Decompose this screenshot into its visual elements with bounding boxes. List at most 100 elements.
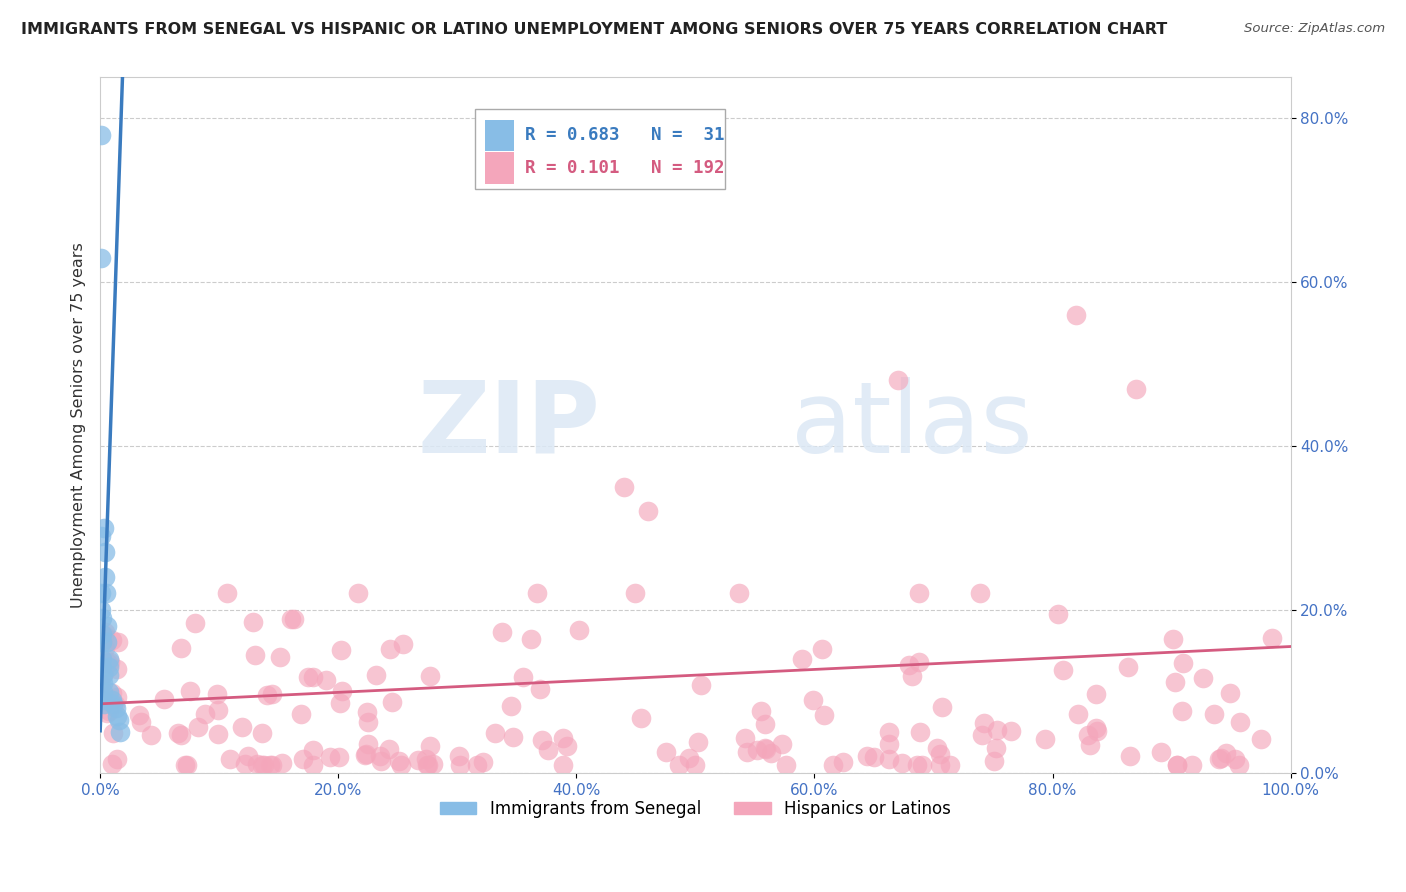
Point (381, 695, 404, 709)
Point (302, 743, 325, 757)
Point (467, 758, 489, 772)
Point (499, 698, 522, 713)
Point (901, 668, 924, 682)
Point (879, 724, 901, 739)
Point (104, 697, 127, 711)
Text: atlas: atlas (790, 377, 1032, 474)
Point (280, 612, 302, 626)
Point (1119, 748, 1142, 763)
Point (624, 586, 647, 600)
Point (366, 668, 388, 682)
Point (1150, 745, 1173, 759)
Point (983, 754, 1005, 768)
Point (242, 615, 264, 629)
Point (1125, 382, 1147, 396)
Point (250, 758, 273, 772)
Point (105, 690, 128, 705)
Point (290, 706, 312, 721)
Text: ZIP: ZIP (418, 377, 600, 474)
Point (686, 735, 709, 749)
Point (91, 660, 114, 674)
Point (449, 758, 471, 772)
Point (90, 586, 112, 600)
Point (110, 725, 132, 739)
Point (637, 504, 659, 518)
Point (419, 669, 441, 683)
Text: Source: ZipAtlas.com: Source: ZipAtlas.com (1244, 22, 1385, 36)
Point (94, 624, 117, 639)
Point (271, 756, 294, 770)
Point (863, 750, 886, 764)
Point (357, 737, 380, 751)
Point (357, 715, 380, 730)
Point (235, 757, 257, 772)
Point (792, 652, 814, 666)
Point (529, 681, 551, 696)
Point (745, 743, 768, 757)
Point (770, 737, 793, 751)
FancyBboxPatch shape (475, 109, 725, 189)
Point (90, 611, 112, 625)
Point (810, 641, 832, 656)
Point (329, 696, 352, 710)
Point (418, 758, 440, 772)
Point (668, 758, 690, 772)
Point (905, 758, 928, 772)
Point (754, 740, 776, 755)
Point (1161, 632, 1184, 647)
Point (1166, 758, 1188, 772)
Point (928, 747, 950, 761)
Point (356, 706, 378, 720)
Point (1192, 671, 1215, 685)
Point (100, 692, 122, 706)
Point (107, 635, 129, 649)
Point (98, 668, 121, 682)
Point (283, 612, 305, 626)
Point (250, 726, 273, 740)
Point (389, 758, 412, 772)
Point (97, 656, 120, 670)
Point (491, 625, 513, 640)
Point (91, 668, 114, 682)
Point (302, 758, 325, 772)
Point (370, 754, 392, 768)
Text: R = 0.101   N = 192: R = 0.101 N = 192 (524, 159, 724, 177)
Point (297, 670, 319, 684)
Point (754, 742, 776, 756)
Point (91, 684, 114, 698)
Point (754, 717, 776, 731)
Point (735, 745, 758, 759)
Point (167, 726, 190, 740)
Point (907, 655, 929, 669)
Point (219, 752, 242, 766)
Point (910, 758, 932, 772)
Point (520, 632, 543, 646)
Point (1078, 739, 1101, 753)
Point (512, 670, 534, 684)
Point (415, 752, 437, 766)
Point (416, 758, 439, 772)
Point (96, 635, 118, 649)
Point (1229, 715, 1251, 730)
Point (215, 586, 238, 600)
Point (419, 739, 441, 753)
Point (179, 684, 201, 698)
Point (91, 652, 114, 666)
Point (1164, 675, 1187, 690)
Point (152, 692, 174, 706)
Point (422, 756, 444, 771)
Point (1066, 308, 1088, 322)
Point (877, 751, 900, 765)
Point (1047, 607, 1070, 621)
Point (908, 586, 931, 600)
Point (94, 545, 117, 559)
Point (1219, 686, 1241, 700)
Point (90, 251, 112, 265)
Point (98, 656, 121, 670)
Point (330, 684, 353, 698)
Point (236, 749, 259, 764)
Point (246, 756, 269, 771)
Point (187, 721, 209, 735)
Point (970, 728, 993, 742)
Point (1209, 751, 1232, 765)
